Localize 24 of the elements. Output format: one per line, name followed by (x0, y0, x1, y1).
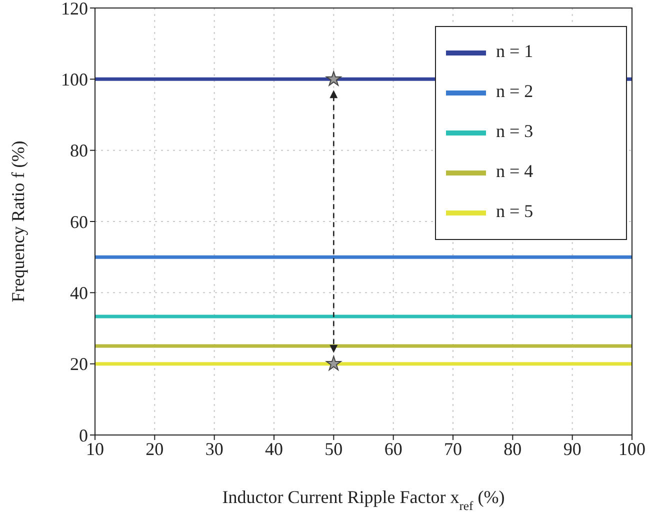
y-tick-label: 20 (70, 354, 88, 374)
y-tick-label: 60 (70, 212, 88, 232)
y-axis-title: Frequency Ratio f (%) (8, 140, 28, 302)
x-tick-label: 70 (444, 438, 462, 459)
x-tick-label: 30 (205, 438, 224, 459)
y-tick-label: 80 (70, 140, 88, 161)
y-tick-label: 120 (61, 0, 88, 18)
x-tick-label: 100 (618, 438, 646, 459)
x-tick-label: 40 (265, 438, 283, 459)
legend-label: n = 2 (496, 81, 534, 102)
x-axis-title: Inductor Current Ripple Factor x$_{ref}$ (%) (222, 487, 505, 513)
legend-label: n = 3 (496, 121, 534, 142)
y-tick-label: 0 (79, 425, 88, 446)
legend-label: n = 4 (496, 161, 534, 182)
y-tick-label: 40 (70, 283, 88, 304)
x-tick-label: 50 (324, 438, 343, 459)
x-tick-label: 10 (86, 438, 104, 459)
y-tick-label: 100 (61, 70, 88, 90)
x-tick-label: 20 (146, 438, 164, 459)
x-tick-label: 80 (504, 438, 522, 459)
legend-label: n = 1 (496, 41, 534, 62)
x-tick-label: 90 (563, 438, 582, 459)
legend-label: n = 5 (496, 201, 534, 222)
x-tick-label: 60 (384, 438, 402, 459)
